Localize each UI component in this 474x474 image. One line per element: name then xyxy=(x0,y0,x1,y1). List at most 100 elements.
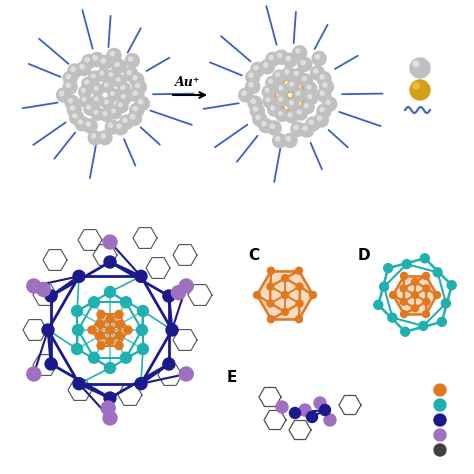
Circle shape xyxy=(266,76,278,89)
Circle shape xyxy=(104,363,116,374)
Circle shape xyxy=(290,100,293,104)
Polygon shape xyxy=(415,282,437,295)
Circle shape xyxy=(308,95,312,99)
Circle shape xyxy=(422,310,429,318)
Circle shape xyxy=(97,331,104,339)
Circle shape xyxy=(73,378,85,390)
Polygon shape xyxy=(101,336,119,346)
Circle shape xyxy=(260,60,274,73)
Polygon shape xyxy=(92,314,101,336)
Circle shape xyxy=(27,367,41,381)
Circle shape xyxy=(133,76,137,80)
Circle shape xyxy=(277,84,289,96)
Circle shape xyxy=(320,108,324,112)
Circle shape xyxy=(88,326,96,334)
Circle shape xyxy=(92,84,104,96)
Circle shape xyxy=(423,298,430,305)
Circle shape xyxy=(71,67,75,71)
Circle shape xyxy=(251,99,255,103)
Circle shape xyxy=(285,70,289,74)
Circle shape xyxy=(301,99,313,111)
Circle shape xyxy=(295,316,302,323)
Circle shape xyxy=(65,95,79,109)
Polygon shape xyxy=(285,295,300,312)
Circle shape xyxy=(130,73,144,87)
Circle shape xyxy=(286,137,291,141)
Circle shape xyxy=(132,80,146,94)
Circle shape xyxy=(179,279,193,293)
Circle shape xyxy=(98,131,112,145)
Circle shape xyxy=(413,83,419,89)
Circle shape xyxy=(109,106,121,119)
Circle shape xyxy=(279,112,283,116)
Circle shape xyxy=(94,97,98,100)
Circle shape xyxy=(401,310,408,318)
Circle shape xyxy=(294,126,298,129)
Circle shape xyxy=(307,92,310,95)
Circle shape xyxy=(89,297,100,308)
Circle shape xyxy=(290,101,293,104)
Text: Au⁺: Au⁺ xyxy=(175,75,201,89)
Circle shape xyxy=(172,286,185,300)
Circle shape xyxy=(250,104,264,118)
Polygon shape xyxy=(285,271,313,295)
Circle shape xyxy=(285,110,298,123)
Circle shape xyxy=(163,290,175,302)
Circle shape xyxy=(267,283,274,290)
Circle shape xyxy=(128,57,133,61)
Circle shape xyxy=(249,82,253,87)
Circle shape xyxy=(411,305,419,312)
Polygon shape xyxy=(403,276,426,288)
Circle shape xyxy=(60,91,64,95)
Circle shape xyxy=(300,74,312,87)
Circle shape xyxy=(323,83,327,87)
Circle shape xyxy=(276,109,288,121)
Circle shape xyxy=(287,97,299,109)
Circle shape xyxy=(75,117,89,131)
Circle shape xyxy=(283,134,297,147)
Circle shape xyxy=(87,105,91,109)
Circle shape xyxy=(267,316,274,323)
Circle shape xyxy=(317,72,331,86)
Circle shape xyxy=(307,411,318,422)
Circle shape xyxy=(273,70,285,82)
Circle shape xyxy=(110,52,114,56)
Circle shape xyxy=(88,131,102,145)
Circle shape xyxy=(72,344,82,355)
Circle shape xyxy=(104,256,116,268)
Circle shape xyxy=(100,72,104,75)
Circle shape xyxy=(304,82,308,85)
Circle shape xyxy=(259,118,273,133)
Circle shape xyxy=(374,301,383,310)
Circle shape xyxy=(287,81,299,92)
Circle shape xyxy=(89,352,100,363)
Circle shape xyxy=(266,98,270,102)
Circle shape xyxy=(317,88,331,102)
Circle shape xyxy=(127,71,131,75)
Circle shape xyxy=(309,120,313,124)
Polygon shape xyxy=(403,295,415,308)
Circle shape xyxy=(163,358,175,370)
Circle shape xyxy=(104,83,108,87)
Circle shape xyxy=(267,92,270,95)
Circle shape xyxy=(422,273,429,280)
Circle shape xyxy=(118,83,131,95)
Circle shape xyxy=(73,325,83,336)
Polygon shape xyxy=(271,271,299,287)
Circle shape xyxy=(130,88,144,102)
Circle shape xyxy=(277,54,282,57)
Circle shape xyxy=(70,110,83,125)
Circle shape xyxy=(274,72,286,83)
Circle shape xyxy=(269,102,273,105)
Circle shape xyxy=(82,55,96,69)
Circle shape xyxy=(86,122,91,126)
Circle shape xyxy=(297,109,301,113)
Circle shape xyxy=(97,310,105,319)
Polygon shape xyxy=(92,330,110,346)
Circle shape xyxy=(319,404,330,416)
Circle shape xyxy=(314,397,326,409)
Circle shape xyxy=(112,59,126,73)
Circle shape xyxy=(400,285,407,292)
Circle shape xyxy=(294,89,306,101)
Circle shape xyxy=(296,92,300,95)
